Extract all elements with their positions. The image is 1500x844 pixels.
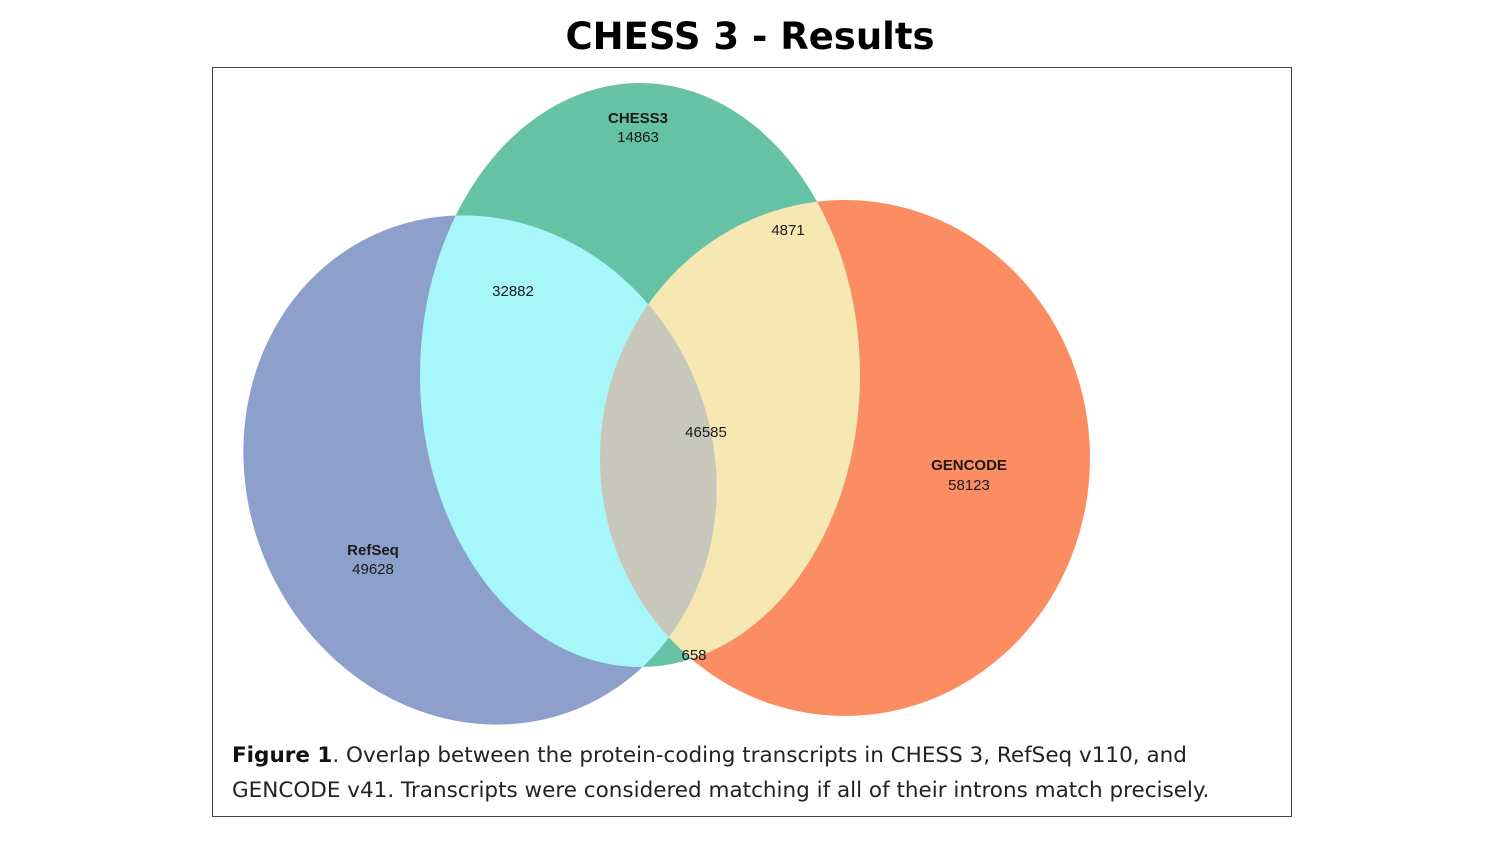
refseq-gencode-count: 658 bbox=[681, 647, 706, 664]
slide-title: CHESS 3 - Results bbox=[565, 15, 935, 58]
chess3-refseq-intersection bbox=[420, 215, 717, 667]
gencode-label: GENCODE bbox=[931, 457, 1007, 474]
chess3-gencode-intersection bbox=[600, 200, 860, 667]
figure-caption: Figure 1. Overlap between the protein-co… bbox=[232, 738, 1282, 808]
chess3-count: 14863 bbox=[617, 129, 659, 146]
all-three-count: 46585 bbox=[685, 424, 727, 441]
chess3-gencode-count: 4871 bbox=[771, 222, 804, 239]
refseq-label: RefSeq bbox=[347, 542, 399, 559]
gencode-count: 58123 bbox=[948, 477, 990, 494]
chess3-refseq-count: 32882 bbox=[492, 283, 534, 300]
refseq-count: 49628 bbox=[352, 561, 394, 578]
caption-text: . Overlap between the protein-coding tra… bbox=[232, 743, 1210, 803]
caption-label: Figure 1 bbox=[232, 743, 333, 768]
chess3-label: CHESS3 bbox=[608, 110, 668, 127]
